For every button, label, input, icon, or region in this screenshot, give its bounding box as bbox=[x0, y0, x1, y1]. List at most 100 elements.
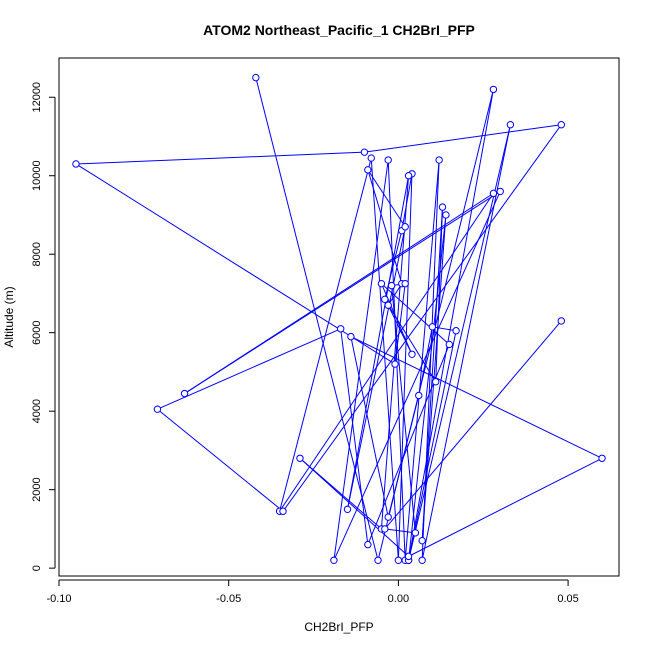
data-point bbox=[394, 556, 403, 565]
series-line-segment bbox=[367, 169, 406, 228]
data-point bbox=[330, 556, 338, 565]
series-line-segment bbox=[364, 124, 562, 153]
chart-title: ATOM2 Northeast_Pacific_1 CH2BrI_PFP bbox=[203, 22, 475, 38]
series-line-segment bbox=[421, 214, 447, 541]
series-points bbox=[72, 73, 606, 565]
series-line-segment bbox=[408, 457, 603, 557]
series-line-segment bbox=[75, 151, 365, 165]
series-line-segment bbox=[408, 330, 457, 561]
series-line-segment bbox=[394, 283, 406, 365]
series-line-segment bbox=[408, 214, 447, 561]
series-lines bbox=[75, 77, 603, 561]
data-point bbox=[418, 536, 426, 545]
data-point bbox=[428, 323, 437, 331]
data-point bbox=[364, 166, 372, 174]
x-axis: -0.10 -0.05 0.00 0.05 bbox=[46, 579, 579, 605]
data-point bbox=[387, 281, 396, 290]
data-point bbox=[296, 454, 304, 462]
series-line-segment bbox=[387, 160, 406, 561]
data-point bbox=[432, 378, 440, 386]
data-point bbox=[438, 203, 447, 211]
data-point bbox=[557, 317, 566, 325]
series-line-segment bbox=[387, 283, 403, 306]
data-point bbox=[489, 85, 498, 94]
data-point bbox=[442, 211, 450, 219]
series-line-segment bbox=[282, 124, 562, 512]
data-point bbox=[496, 187, 504, 196]
series-line-segment bbox=[350, 336, 603, 459]
series-line-segment bbox=[299, 457, 382, 530]
y-tick-label: 8000 bbox=[31, 242, 43, 266]
data-point bbox=[374, 556, 382, 565]
data-point bbox=[153, 405, 162, 413]
data-point bbox=[489, 189, 498, 198]
x-tick-label: -0.10 bbox=[46, 593, 71, 605]
data-point bbox=[401, 279, 409, 288]
series-line-segment bbox=[421, 124, 511, 561]
data-point bbox=[598, 454, 606, 462]
series-line-segment bbox=[432, 326, 457, 332]
data-point bbox=[360, 148, 369, 156]
series-line-segment bbox=[384, 528, 416, 534]
series-line-segment bbox=[408, 89, 494, 561]
data-point bbox=[384, 301, 392, 309]
series-line-segment bbox=[279, 157, 372, 512]
data-point bbox=[452, 327, 460, 335]
plot-frame bbox=[58, 57, 620, 577]
data-point bbox=[384, 513, 392, 521]
series-line-segment bbox=[380, 283, 413, 355]
data-point bbox=[364, 540, 372, 549]
series-line-segment bbox=[391, 285, 416, 533]
y-tick-label: 2000 bbox=[31, 477, 43, 501]
data-point bbox=[404, 172, 413, 180]
y-tick-label: 4000 bbox=[31, 399, 43, 423]
data-point bbox=[336, 325, 345, 333]
series-line-segment bbox=[418, 326, 433, 396]
y-tick-label: 10000 bbox=[31, 160, 43, 191]
series-line-segment bbox=[384, 320, 562, 530]
y-axis-title: Altitude (m) bbox=[2, 286, 16, 347]
series-line-segment bbox=[350, 336, 389, 518]
data-point bbox=[506, 121, 515, 129]
series-line-segment bbox=[367, 344, 450, 545]
series-line-segment bbox=[333, 159, 389, 561]
y-tick-label: 6000 bbox=[31, 320, 43, 344]
data-point bbox=[557, 121, 566, 129]
y-axis: 0 2000 4000 6000 8000 10000 12000 bbox=[31, 82, 56, 571]
series-line-segment bbox=[157, 328, 341, 410]
series-line-segment bbox=[397, 173, 413, 561]
data-point bbox=[391, 360, 399, 368]
data-point bbox=[381, 525, 389, 533]
data-point bbox=[180, 389, 189, 398]
data-point bbox=[252, 73, 260, 82]
data-point bbox=[401, 223, 409, 231]
x-tick-label: 0.05 bbox=[557, 593, 578, 605]
series-line-segment bbox=[157, 408, 284, 512]
y-tick-label: 0 bbox=[31, 565, 43, 571]
data-point bbox=[384, 156, 392, 164]
data-point bbox=[343, 505, 352, 513]
data-point bbox=[377, 279, 386, 288]
series-line-segment bbox=[421, 207, 444, 541]
data-point bbox=[435, 156, 443, 164]
x-tick-label: 0.00 bbox=[388, 593, 409, 605]
series-line-segment bbox=[279, 193, 494, 512]
data-point bbox=[72, 160, 80, 168]
data-point bbox=[408, 350, 416, 358]
data-point bbox=[404, 552, 413, 561]
x-tick-label: -0.05 bbox=[216, 593, 241, 605]
data-point bbox=[367, 154, 375, 162]
series-line-segment bbox=[255, 77, 379, 561]
data-point bbox=[279, 507, 287, 515]
data-point bbox=[445, 340, 454, 349]
data-point bbox=[415, 391, 423, 400]
series-line-segment bbox=[384, 299, 437, 383]
series-line-segment bbox=[367, 169, 403, 284]
data-point bbox=[411, 529, 420, 537]
x-axis-title: CH2BrI_PFP bbox=[304, 620, 373, 634]
y-tick-label: 12000 bbox=[31, 82, 43, 113]
data-point bbox=[418, 556, 426, 565]
data-point bbox=[347, 332, 355, 341]
